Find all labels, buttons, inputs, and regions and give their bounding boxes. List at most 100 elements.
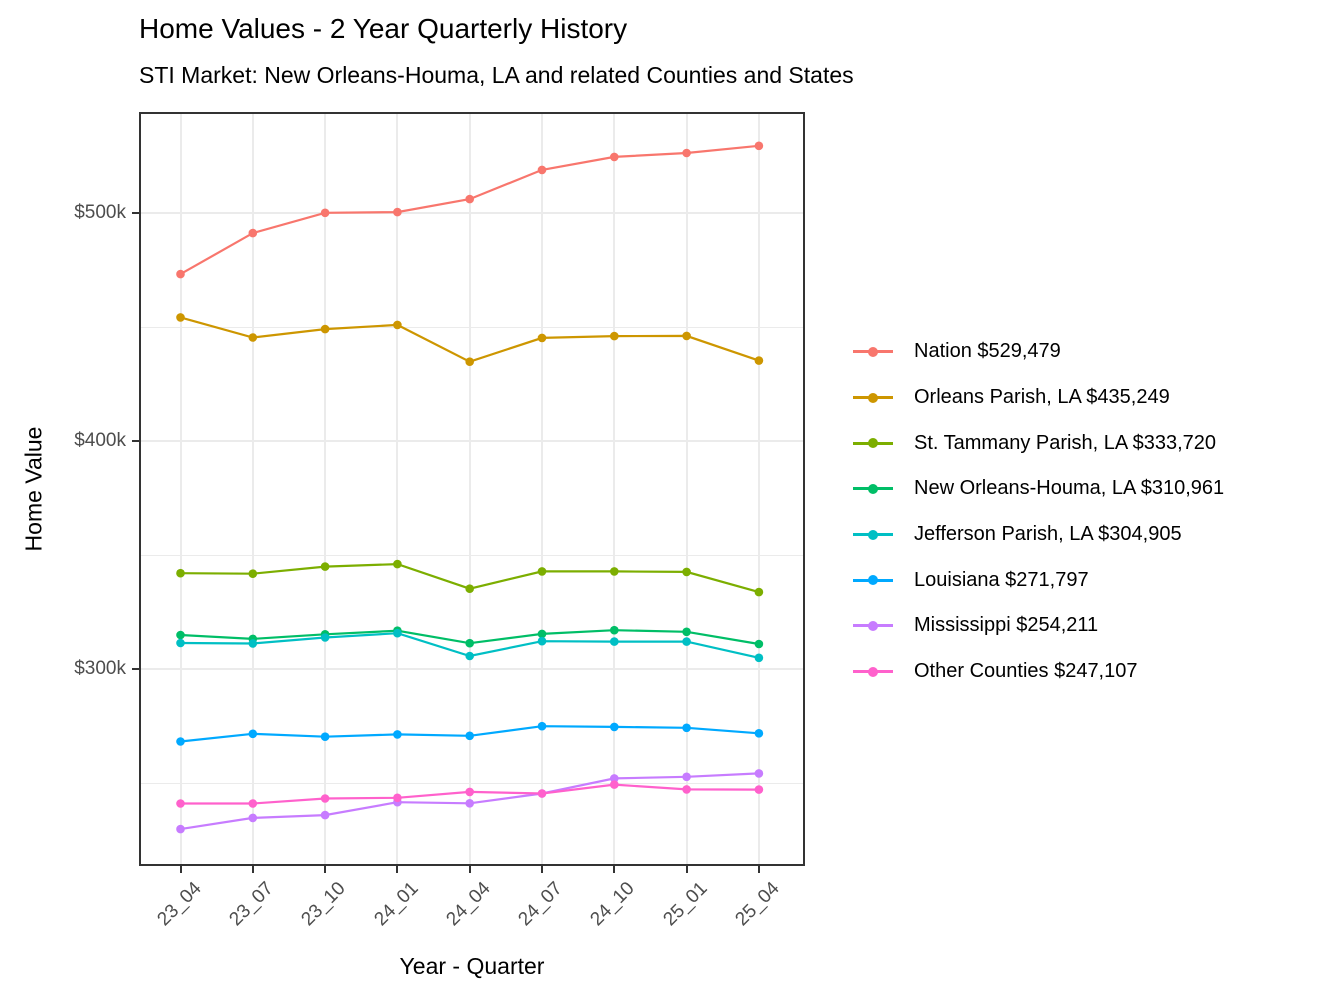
- data-point-jefferson-parish-la-23_04: [176, 638, 185, 648]
- v-gridline-23_10: [324, 114, 327, 864]
- legend-label-mississippi: Mississippi $254,211: [914, 614, 1099, 637]
- x-tick-label-24_07: 24_07: [514, 878, 567, 931]
- legend-item-new-orleans-houma-la: New Orleans-Houma, LA $310,961: [853, 466, 1224, 512]
- v-gridline-23_07: [251, 114, 254, 864]
- legend-item-orleans-parish-la: Orleans Parish, LA $435,249: [853, 375, 1224, 421]
- h-gridline-minor: [141, 555, 803, 556]
- data-point-mississippi-23_04: [176, 824, 185, 834]
- data-point-jefferson-parish-la-25_01: [682, 637, 691, 646]
- data-point-louisiana-24_01: [393, 730, 402, 739]
- data-point-jefferson-parish-la-23_10: [320, 633, 330, 642]
- data-point-orleans-parish-la-25_01: [682, 331, 691, 341]
- legend-label-orleans-parish-la: Orleans Parish, LA $435,249: [914, 386, 1170, 409]
- data-point-other-counties-23_04: [176, 799, 185, 808]
- series-line-orleans-parish-la: [180, 316, 760, 363]
- data-point-louisiana-25_01: [682, 723, 691, 733]
- x-tick-label-24_10: 24_10: [586, 878, 640, 931]
- x-tick-label-23_10: 23_10: [297, 878, 350, 931]
- data-point-orleans-parish-la-25_04: [754, 356, 764, 365]
- x-tick-mark-23_10: [324, 866, 327, 873]
- data-point-mississippi-25_01: [682, 772, 691, 782]
- chart-subtitle: STI Market: New Orleans-Houma, LA and re…: [139, 62, 854, 88]
- v-gridline-25_04: [757, 114, 760, 864]
- x-tick-label-25_04: 25_04: [731, 878, 784, 931]
- y-tick-mark-500k: [132, 212, 139, 214]
- chart-title: Home Values - 2 Year Quarterly History: [139, 13, 628, 44]
- data-point-nation-25_01: [682, 148, 691, 158]
- data-point-orleans-parish-la-24_07: [537, 333, 547, 343]
- data-point-nation-25_04: [754, 141, 764, 151]
- legend-label-louisiana: Louisiana $271,797: [914, 568, 1089, 591]
- legend-key-dot: [868, 438, 878, 449]
- data-point-st-tammany-parish-la-25_04: [754, 587, 764, 597]
- legend-key-dot: [868, 529, 878, 540]
- h-gridline-minor: [141, 327, 803, 328]
- legend-label-st-tammany-parish-la: St. Tammany Parish, LA $333,720: [914, 431, 1217, 454]
- x-tick-label-23_04: 23_04: [153, 878, 206, 931]
- series-line-nation: [179, 144, 760, 276]
- data-point-new-orleans-houma-la-24_04: [465, 638, 475, 648]
- y-tick-label-300k: $300k: [74, 658, 126, 679]
- v-gridline-24_04: [468, 114, 471, 864]
- x-tick-label-24_04: 24_04: [442, 878, 495, 931]
- data-point-orleans-parish-la-23_07: [248, 333, 258, 342]
- legend-key-icon-orleans-parish-la: [853, 392, 893, 404]
- x-tick-mark-24_07: [541, 866, 543, 873]
- data-point-nation-24_07: [537, 165, 547, 175]
- legend-item-nation: Nation $529,479: [853, 329, 1224, 375]
- legend-item-other-counties: Other Counties $247,107: [853, 649, 1224, 695]
- data-point-new-orleans-houma-la-24_07: [537, 629, 547, 639]
- data-point-new-orleans-houma-la-24_10: [610, 625, 619, 635]
- x-tick-mark-24_01: [396, 866, 399, 873]
- y-tick-label-400k: $400k: [74, 430, 126, 451]
- data-point-other-counties-25_04: [754, 785, 764, 794]
- legend: Nation $529,479 Orleans Parish, LA $435,2…: [853, 329, 1224, 695]
- legend-key-icon-louisiana: [853, 574, 893, 586]
- y-tick-mark-300k: [132, 668, 139, 670]
- data-point-louisiana-24_10: [610, 722, 619, 732]
- legend-item-jefferson-parish-la: Jefferson Parish, LA $304,905: [853, 512, 1224, 558]
- data-point-mississippi-25_04: [754, 769, 764, 778]
- data-point-other-counties-24_10: [610, 780, 619, 789]
- data-point-orleans-parish-la-24_04: [465, 357, 475, 366]
- x-tick-mark-23_04: [179, 866, 182, 873]
- legend-key-dot: [868, 346, 878, 357]
- data-point-louisiana-25_04: [754, 729, 764, 738]
- data-point-jefferson-parish-la-24_01: [393, 628, 402, 638]
- data-point-nation-24_04: [465, 194, 475, 204]
- legend-key-dot: [868, 392, 878, 403]
- h-gridline-minor: [141, 783, 803, 784]
- h-gridline-major-300k: [141, 668, 803, 670]
- legend-key-dot: [868, 620, 878, 631]
- x-tick-label-23_07: 23_07: [225, 878, 278, 931]
- legend-label-jefferson-parish-la: Jefferson Parish, LA $304,905: [914, 523, 1182, 546]
- data-point-st-tammany-parish-la-24_10: [610, 567, 619, 576]
- data-point-st-tammany-parish-la-23_04: [176, 568, 185, 578]
- data-point-jefferson-parish-la-24_04: [465, 651, 475, 661]
- y-tick-mark-400k: [132, 440, 139, 442]
- x-tick-mark-24_10: [613, 866, 616, 873]
- data-point-nation-23_10: [320, 208, 330, 218]
- data-point-orleans-parish-la-23_10: [320, 324, 330, 334]
- x-tick-mark-24_04: [468, 866, 471, 873]
- data-point-louisiana-24_04: [465, 731, 475, 741]
- legend-key-icon-nation: [853, 346, 893, 358]
- data-point-other-counties-24_01: [393, 793, 402, 803]
- plot-panel: [139, 112, 805, 866]
- data-point-nation-23_07: [248, 228, 258, 238]
- legend-label-new-orleans-houma-la: New Orleans-Houma, LA $310,961: [914, 477, 1225, 500]
- legend-label-nation: Nation $529,479: [914, 340, 1061, 363]
- data-point-mississippi-23_07: [248, 813, 258, 823]
- data-point-new-orleans-houma-la-25_01: [682, 627, 691, 637]
- data-point-other-counties-24_07: [537, 789, 547, 798]
- data-point-other-counties-23_10: [320, 794, 330, 803]
- chart-series-canvas: [176, 141, 764, 834]
- v-gridline-23_04: [179, 114, 182, 864]
- x-tick-mark-25_04: [757, 866, 760, 873]
- x-tick-label-24_01: 24_01: [370, 878, 423, 931]
- legend-key-icon-new-orleans-houma-la: [853, 483, 893, 495]
- data-point-st-tammany-parish-la-24_04: [465, 584, 475, 593]
- legend-item-louisiana: Louisiana $271,797: [853, 557, 1224, 603]
- legend-key-icon-st-tammany-parish-la: [853, 437, 893, 449]
